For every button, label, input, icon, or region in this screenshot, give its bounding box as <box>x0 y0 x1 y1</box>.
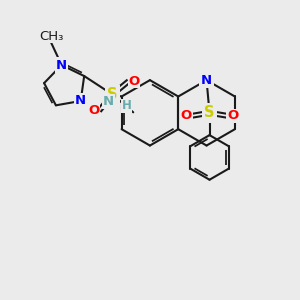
Text: O: O <box>128 75 140 88</box>
Text: N: N <box>103 95 114 108</box>
Text: O: O <box>181 109 192 122</box>
Text: N: N <box>201 74 212 87</box>
Text: S: S <box>107 87 118 102</box>
Text: N: N <box>75 94 86 107</box>
Text: CH₃: CH₃ <box>39 30 63 43</box>
Text: H: H <box>122 99 131 112</box>
Text: S: S <box>204 105 215 120</box>
Text: N: N <box>56 58 67 71</box>
Text: O: O <box>227 109 238 122</box>
Text: O: O <box>88 104 99 117</box>
